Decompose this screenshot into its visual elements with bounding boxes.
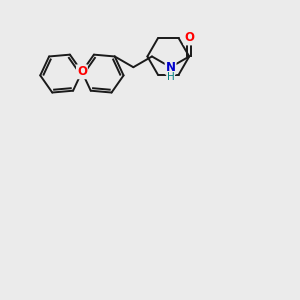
Text: O: O: [77, 65, 87, 78]
Text: H: H: [167, 72, 175, 82]
Text: O: O: [184, 32, 194, 44]
Text: N: N: [166, 61, 176, 74]
